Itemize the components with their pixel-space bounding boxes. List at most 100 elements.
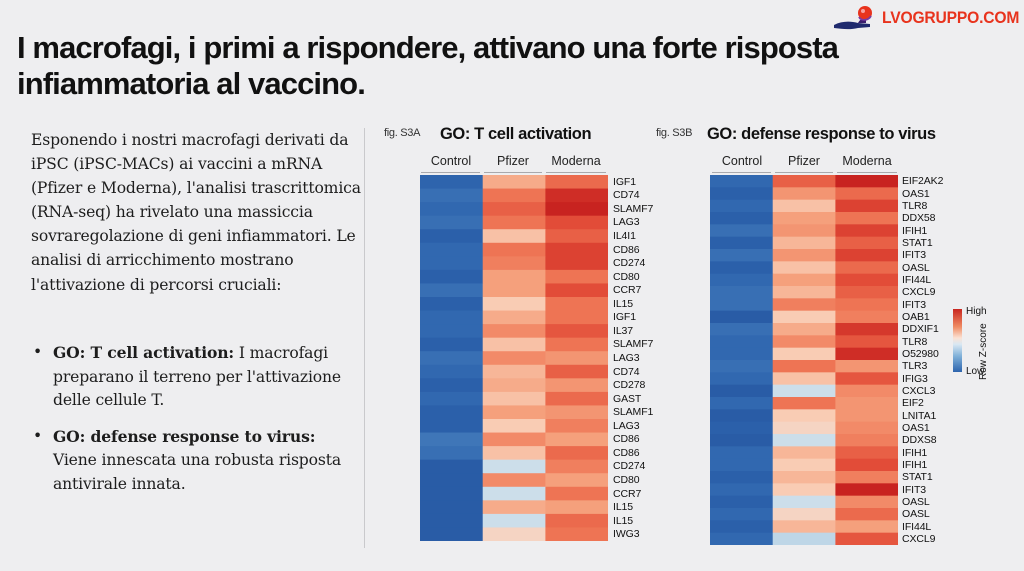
heatmap-cell bbox=[772, 323, 836, 336]
heatmap-cell bbox=[482, 229, 546, 244]
heatmap-cell bbox=[835, 199, 898, 213]
gene-label: IFIT3 bbox=[902, 483, 927, 496]
column-label-moderna: Moderna bbox=[842, 154, 892, 168]
heatmap-cell bbox=[710, 384, 774, 398]
column-underline bbox=[421, 172, 480, 173]
gene-label: GAST bbox=[613, 392, 642, 405]
heatmap-cell bbox=[545, 500, 608, 515]
heatmap-cell bbox=[710, 397, 774, 410]
column-label-moderna: Moderna bbox=[551, 154, 601, 168]
heatmap-cell bbox=[835, 261, 898, 275]
heatmap-cell bbox=[482, 175, 546, 190]
column-label-pfizer: Pfizer bbox=[788, 154, 820, 168]
gene-label: SLAMF7 bbox=[613, 338, 654, 351]
bullet-heading: GO: T cell activation: bbox=[53, 343, 235, 362]
column-underline bbox=[775, 172, 833, 173]
heatmap-cell bbox=[835, 347, 898, 361]
heatmap-cell bbox=[545, 269, 608, 284]
gene-label: STAT1 bbox=[902, 471, 933, 484]
gene-label: IWG3 bbox=[613, 528, 640, 541]
gene-label: CXCL3 bbox=[902, 384, 936, 397]
heatmap-cell bbox=[420, 364, 484, 379]
chart-title: GO: defense response to virus bbox=[707, 125, 936, 143]
heatmap-cell bbox=[545, 283, 608, 298]
heatmap-cell bbox=[710, 236, 774, 250]
heatmap-cell bbox=[835, 298, 898, 312]
heatmap-cell bbox=[772, 471, 836, 484]
gene-label: IL15 bbox=[613, 297, 634, 310]
heatmap-cell bbox=[420, 229, 484, 244]
heatmap-cell bbox=[772, 335, 836, 349]
heatmap-cell bbox=[835, 187, 898, 201]
gene-label: LAG3 bbox=[613, 216, 640, 229]
heatmap-cell bbox=[545, 513, 608, 528]
heatmap-cell bbox=[482, 486, 546, 501]
gene-label: O52980 bbox=[902, 347, 939, 360]
heatmap-cell bbox=[545, 337, 608, 352]
column-underline bbox=[546, 172, 606, 173]
heatmap-cell bbox=[710, 286, 774, 299]
brand-logo[interactable]: LVOGRUPPO.COM bbox=[832, 2, 1024, 34]
heatmap-cell bbox=[545, 297, 608, 312]
gene-label: EIF2AK2 bbox=[902, 175, 944, 188]
heatmap-cell bbox=[420, 446, 484, 461]
heatmap-cell bbox=[545, 527, 608, 541]
heatmap-cell bbox=[482, 419, 546, 434]
heatmap-cell bbox=[710, 187, 774, 201]
brand-name: LVOGRUPPO.COM bbox=[882, 8, 1020, 27]
heatmap-cell bbox=[772, 434, 836, 447]
heatmap-cell bbox=[545, 378, 608, 393]
gene-label: TLR3 bbox=[902, 360, 928, 373]
heatmap-cell bbox=[545, 242, 608, 257]
heatmap-cell bbox=[545, 324, 608, 339]
heatmap-cell bbox=[710, 323, 774, 336]
heatmap-cell bbox=[710, 532, 774, 545]
heatmap-cell bbox=[482, 364, 546, 379]
gene-label: IFIH1 bbox=[902, 446, 928, 459]
heatmap-cell bbox=[545, 432, 608, 447]
heatmap-cell bbox=[710, 421, 774, 435]
heatmap-grid bbox=[710, 175, 898, 545]
column-underline bbox=[484, 172, 542, 173]
heatmap-cell bbox=[710, 249, 774, 262]
gene-label: IFI44L bbox=[902, 520, 932, 533]
gene-label: LAG3 bbox=[613, 352, 640, 364]
gene-label: CD80 bbox=[613, 474, 640, 486]
heatmap-grid bbox=[420, 175, 608, 541]
heatmap-cell bbox=[545, 473, 608, 488]
heatmap-cell bbox=[710, 335, 774, 349]
heatmap-cell bbox=[772, 458, 836, 472]
heatmap-cell bbox=[835, 175, 898, 188]
heatmap-cell bbox=[545, 391, 608, 406]
heatmap-cell bbox=[545, 446, 608, 461]
gene-label: CD274 bbox=[613, 460, 646, 473]
heatmap-cell bbox=[545, 486, 608, 501]
gene-label: CXCL9 bbox=[902, 286, 936, 299]
heatmap-cell bbox=[482, 310, 546, 325]
heatmap-cell bbox=[420, 310, 484, 325]
heatmap-cell bbox=[482, 473, 546, 488]
bullet-text: GO: defense response to virus: Viene inn… bbox=[53, 425, 361, 497]
pathway-list: • GO: T cell activation: I macrofagi pre… bbox=[31, 341, 361, 508]
gene-label: STAT1 bbox=[902, 236, 933, 249]
heatmap-cell bbox=[772, 372, 836, 386]
heatmap-cell bbox=[835, 286, 898, 299]
heatmap-cell bbox=[420, 486, 484, 501]
heatmap-cell bbox=[772, 446, 836, 460]
heatmap-cell bbox=[772, 199, 836, 213]
heatmap-cell bbox=[835, 434, 898, 447]
heatmap-cell bbox=[772, 409, 836, 423]
heatmap-cell bbox=[545, 202, 608, 217]
gene-label: IFIH1 bbox=[902, 224, 928, 237]
heatmap-cell bbox=[710, 372, 774, 386]
heatmap-cell bbox=[772, 286, 836, 299]
heatmap-cell bbox=[420, 175, 484, 190]
gene-label: OAS1 bbox=[902, 187, 930, 200]
heatmap-cell bbox=[710, 273, 774, 287]
gene-label: OASL bbox=[902, 495, 930, 508]
heatmap-cell bbox=[772, 532, 836, 545]
heatmap-cell bbox=[545, 405, 608, 420]
gene-label: CD274 bbox=[613, 257, 646, 270]
heatmap-cell bbox=[420, 202, 484, 217]
heatmap-cell bbox=[710, 347, 774, 361]
